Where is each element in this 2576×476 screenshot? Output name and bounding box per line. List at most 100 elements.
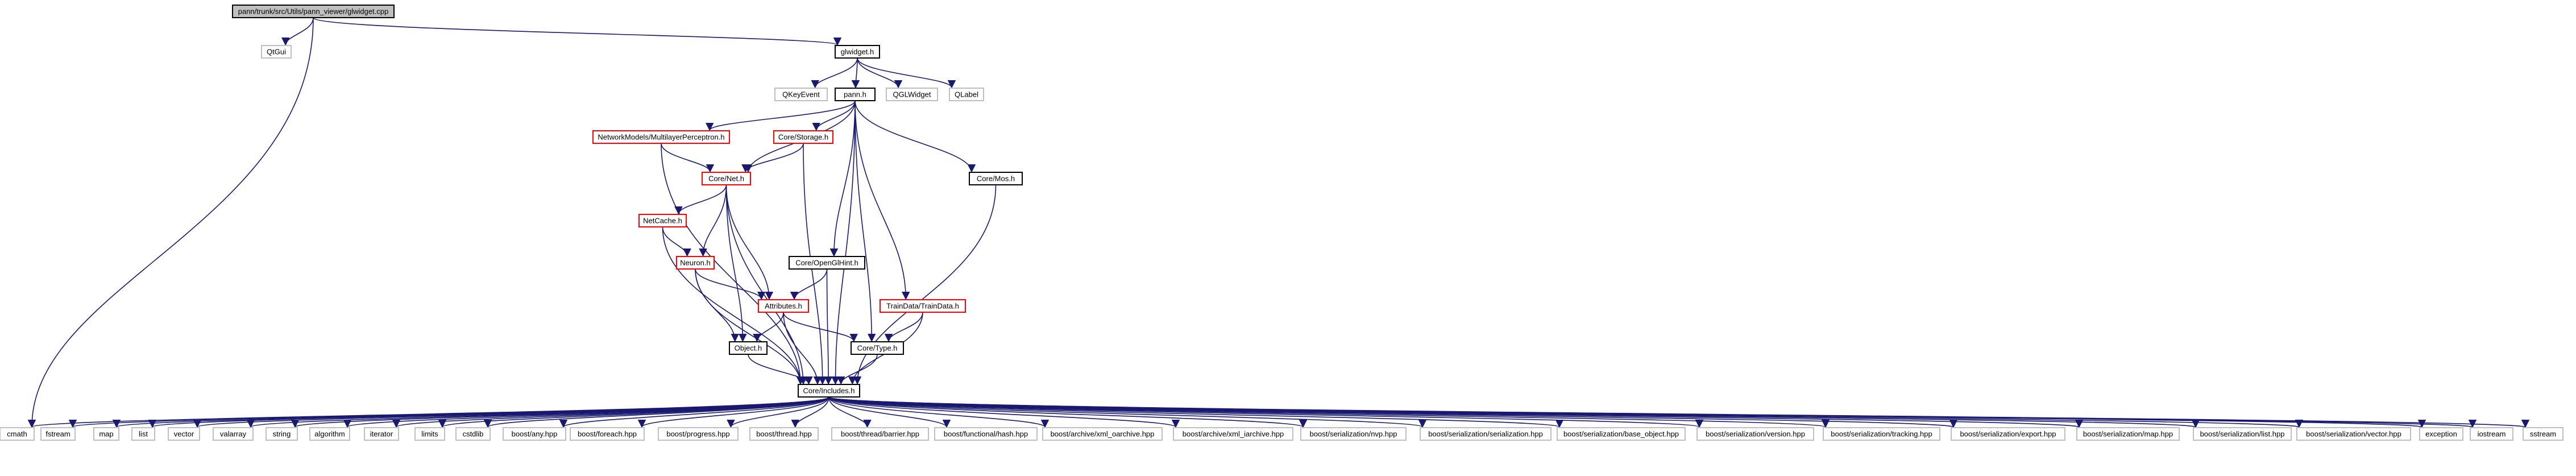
node-label-TrainData: TrainData/TrainData.h bbox=[886, 302, 959, 311]
node-label-iostream: iostream bbox=[2478, 430, 2506, 438]
node-sstream: sstream bbox=[2523, 427, 2563, 441]
node-box-glwidget_h bbox=[835, 45, 880, 59]
edge-glwidget_h-to-QGLWidget bbox=[857, 57, 903, 89]
node-label-CoreStorage: Core/Storage.h bbox=[778, 133, 828, 142]
node-b_thread: boost/thread.hpp bbox=[749, 427, 819, 441]
edge-CoreIncludes-to-b_serialization bbox=[828, 396, 1426, 428]
edge-CoreIncludes-to-b_xml_iarchive bbox=[828, 396, 1180, 428]
node-label-b_progress: boost/progress.hpp bbox=[666, 430, 729, 438]
node-label-CoreMos: Core/Mos.h bbox=[977, 175, 1015, 183]
node-cstdlib: cstdlib bbox=[455, 427, 491, 441]
edge-MLP-to-CoreIncludes bbox=[661, 143, 805, 385]
node-NetCache[interactable]: NetCache.h bbox=[638, 214, 687, 227]
node-label-vector: vector bbox=[174, 430, 194, 438]
node-label-glwidget_h: glwidget.h bbox=[841, 48, 874, 56]
edge-CoreNet-to-NetCache bbox=[674, 184, 727, 215]
node-box-CoreIncludes bbox=[798, 384, 860, 398]
node-box-b_xml_oarchive bbox=[1042, 427, 1163, 441]
node-box-iterator bbox=[364, 427, 399, 441]
node-label-b_hash: boost/functional/hash.hpp bbox=[944, 430, 1028, 438]
node-label-b_vector: boost/serialization/vector.hpp bbox=[2306, 430, 2401, 438]
node-QKeyEvent: QKeyEvent bbox=[774, 88, 828, 101]
node-label-NetCache: NetCache.h bbox=[643, 217, 682, 225]
node-label-string: string bbox=[273, 430, 291, 438]
node-Object[interactable]: Object.h bbox=[729, 341, 768, 355]
node-TrainData[interactable]: TrainData/TrainData.h bbox=[880, 299, 966, 313]
node-box-MLP bbox=[592, 130, 730, 144]
edge-CoreNet-to-Attributes bbox=[725, 184, 774, 300]
edge-CoreMos-to-CoreIncludes bbox=[853, 184, 997, 385]
node-box-b_nvp bbox=[1300, 427, 1407, 441]
node-CoreNet[interactable]: Core/Net.h bbox=[702, 172, 751, 185]
node-box-cmath bbox=[0, 427, 35, 441]
node-label-b_base_object: boost/serialization/base_object.hpp bbox=[1563, 430, 1679, 438]
node-glwidget_h[interactable]: glwidget.h bbox=[835, 45, 880, 59]
node-limits: limits bbox=[414, 427, 445, 441]
edge-pann_h-to-CoreOpenGlHint bbox=[829, 100, 856, 257]
node-box-valarray bbox=[213, 427, 254, 441]
node-label-CoreType: Core/Type.h bbox=[857, 344, 898, 353]
node-box-TrainData bbox=[880, 299, 966, 313]
node-box-CoreMos bbox=[969, 172, 1023, 185]
edge-CoreIncludes-to-cstdlib bbox=[484, 396, 829, 428]
edge-pann_h-to-CoreMos bbox=[854, 100, 976, 173]
node-box-glwidget_cpp bbox=[232, 5, 395, 18]
node-b_list: boost/serialization/list.hpp bbox=[2193, 427, 2292, 441]
node-CoreStorage[interactable]: Core/Storage.h bbox=[773, 130, 833, 144]
node-label-CoreNet: Core/Net.h bbox=[708, 175, 744, 183]
node-box-b_progress bbox=[658, 427, 739, 441]
node-label-b_serialization: boost/serialization/serialization.hpp bbox=[1428, 430, 1543, 438]
edge-glwidget_h-to-QLabel bbox=[857, 57, 956, 89]
edge-glwidget_h-to-QKeyEvent bbox=[811, 57, 858, 89]
edge-CoreIncludes-to-sstream bbox=[828, 396, 2528, 428]
edge-Neuron-to-CoreIncludes bbox=[695, 268, 805, 385]
node-box-Attributes bbox=[758, 299, 809, 313]
node-CoreMos[interactable]: Core/Mos.h bbox=[969, 172, 1023, 185]
edge-Neuron-to-Attributes bbox=[695, 268, 766, 300]
edge-Attributes-to-Object bbox=[753, 312, 784, 342]
node-b_version: boost/serialization/version.hpp bbox=[1696, 427, 1814, 441]
node-b_progress: boost/progress.hpp bbox=[658, 427, 739, 441]
node-Attributes[interactable]: Attributes.h bbox=[758, 299, 809, 313]
node-algorithm: algorithm bbox=[309, 427, 350, 441]
node-CoreIncludes[interactable]: Core/Includes.h bbox=[798, 384, 860, 398]
node-label-MLP: NetworkModels/MultilayerPerceptron.h bbox=[598, 133, 724, 142]
node-b_map: boost/serialization/map.hpp bbox=[2076, 427, 2180, 441]
edge-CoreNet-to-Neuron bbox=[699, 184, 727, 257]
node-label-glwidget_cpp: pann/trunk/src/Utils/pann_viewer/glwidge… bbox=[238, 7, 388, 16]
node-fstream: fstream bbox=[40, 427, 76, 441]
edge-Object-to-CoreIncludes bbox=[748, 354, 813, 385]
edge-MLP-to-CoreNet bbox=[661, 143, 715, 173]
node-label-CoreIncludes: Core/Includes.h bbox=[803, 387, 854, 395]
node-CoreType[interactable]: Core/Type.h bbox=[851, 341, 904, 355]
node-label-sstream: sstream bbox=[2530, 430, 2556, 438]
node-MLP[interactable]: NetworkModels/MultilayerPerceptron.h bbox=[592, 130, 730, 144]
edge-CoreIncludes-to-b_thread bbox=[791, 396, 829, 428]
node-box-CoreStorage bbox=[773, 130, 833, 144]
edge-CoreStorage-to-CoreNet bbox=[741, 143, 804, 173]
node-box-Neuron bbox=[676, 256, 715, 270]
node-box-b_map bbox=[2076, 427, 2180, 441]
node-label-b_barrier: boost/thread/barrier.hpp bbox=[841, 430, 919, 438]
node-glwidget_cpp[interactable]: pann/trunk/src/Utils/pann_viewer/glwidge… bbox=[232, 5, 395, 18]
node-box-b_tracking bbox=[1823, 427, 1940, 441]
edge-pann_h-to-TrainData bbox=[854, 100, 910, 300]
node-pann_h[interactable]: pann.h bbox=[835, 88, 876, 101]
node-box-b_thread bbox=[749, 427, 819, 441]
node-CoreOpenGlHint[interactable]: Core/OpenGlHint.h bbox=[789, 256, 865, 270]
node-label-QLabel: QLabel bbox=[955, 90, 978, 99]
node-box-limits bbox=[414, 427, 445, 441]
node-box-b_serialization bbox=[1420, 427, 1552, 441]
node-b_tracking: boost/serialization/tracking.hpp bbox=[1823, 427, 1940, 441]
edge-CoreIncludes-to-b_nvp bbox=[828, 396, 1307, 428]
edge-CoreIncludes-to-b_foreach bbox=[638, 396, 829, 428]
node-Neuron[interactable]: Neuron.h bbox=[676, 256, 715, 270]
node-box-QGLWidget bbox=[886, 88, 938, 101]
edge-pann_h-to-CoreStorage bbox=[812, 100, 856, 131]
node-box-list bbox=[131, 427, 155, 441]
edge-pann_h-to-CoreType bbox=[854, 100, 876, 342]
edges-layer bbox=[27, 17, 2528, 428]
node-box-NetCache bbox=[638, 214, 687, 227]
node-label-b_xml_iarchive: boost/archive/xml_iarchive.hpp bbox=[1183, 430, 1284, 438]
node-label-map: map bbox=[99, 430, 113, 438]
